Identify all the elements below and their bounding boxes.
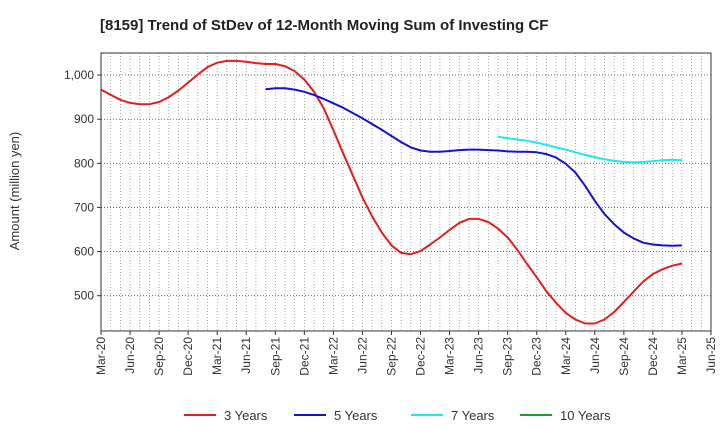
- x-tick-label: Jun-24: [588, 337, 602, 374]
- x-tick-label: Mar-21: [210, 337, 224, 375]
- legend: 3 Years 5 Years 7 Years 10 Years: [184, 408, 611, 423]
- y-axis-label: Amount (million yen): [7, 132, 22, 251]
- x-tick-label: Jun-25: [704, 337, 718, 374]
- series-line-3-years: [100, 59, 683, 325]
- x-tick-label: Jun-20: [123, 337, 137, 374]
- y-tick-label: 600: [74, 245, 94, 259]
- plot-area: [101, 53, 711, 331]
- x-tick-label: Sep-24: [617, 337, 631, 376]
- x-tick-label: Mar-22: [326, 337, 340, 375]
- legend-label: 10 Years: [560, 408, 611, 423]
- legend-label: 3 Years: [224, 408, 268, 423]
- x-tick-label: Sep-20: [152, 337, 166, 376]
- x-tick-label: Sep-22: [384, 337, 398, 376]
- y-tick-label: 1,000: [64, 68, 94, 82]
- y-tick-label: 500: [74, 289, 94, 303]
- series-line-5-years: [265, 87, 683, 247]
- x-tick-label: Dec-21: [297, 337, 311, 376]
- x-tick-label: Mar-25: [675, 337, 689, 375]
- y-axis-ticks: 500 600 700 800 900 1,000: [64, 68, 101, 303]
- x-tick-label: Jun-23: [472, 337, 486, 374]
- x-tick-label: Dec-23: [530, 337, 544, 376]
- x-tick-label: Sep-21: [268, 337, 282, 376]
- x-tick-label: Mar-24: [559, 337, 573, 375]
- x-tick-label: Dec-24: [646, 337, 660, 376]
- x-tick-label: Dec-22: [414, 337, 428, 376]
- legend-label: 5 Years: [334, 408, 378, 423]
- grid-lines: [101, 53, 711, 331]
- series-lines: [100, 59, 683, 325]
- x-tick-label: Mar-20: [94, 337, 108, 375]
- legend-label: 7 Years: [451, 408, 495, 423]
- x-tick-label: Jun-21: [239, 337, 253, 374]
- x-tick-label: Mar-23: [443, 337, 457, 375]
- x-axis-ticks: Mar-20 Jun-20 Sep-20 Dec-20 Mar-21 Jun-21 Sep-…: [94, 331, 718, 376]
- y-tick-label: 900: [74, 112, 94, 126]
- plot-border: [100, 52, 712, 332]
- y-tick-label: 800: [74, 156, 94, 170]
- chart-title: [8159] Trend of StDev of 12-Month Moving…: [100, 17, 548, 34]
- x-tick-label: Dec-20: [181, 337, 195, 376]
- series-line-7-years: [497, 135, 683, 164]
- x-tick-label: Jun-22: [355, 337, 369, 374]
- y-tick-label: 700: [74, 200, 94, 214]
- x-tick-label: Sep-23: [501, 337, 515, 376]
